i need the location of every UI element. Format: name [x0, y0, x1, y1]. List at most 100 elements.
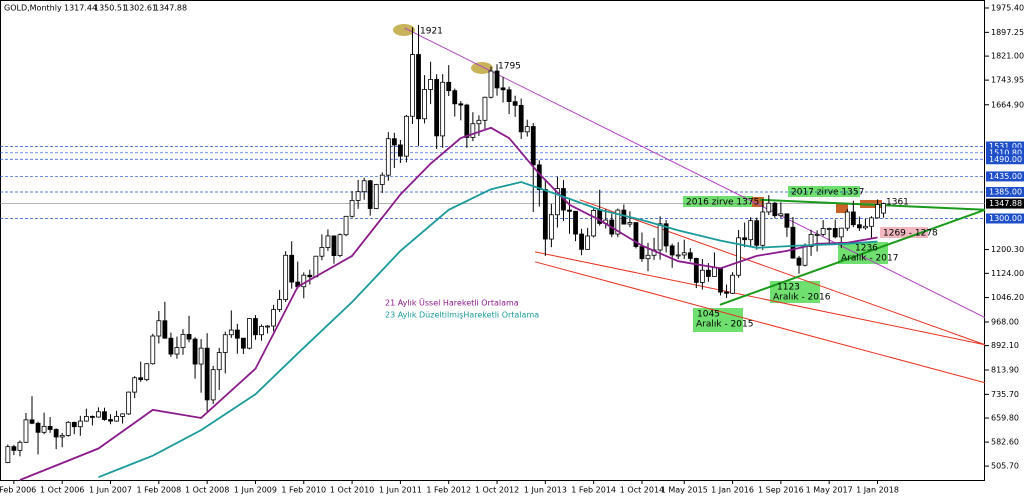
candle-body [730, 274, 735, 294]
candle-body [59, 435, 65, 438]
candle-body [718, 267, 723, 293]
x-tick-label: 1 Jan 2016 [711, 486, 754, 495]
candle-body [675, 254, 681, 257]
annotation: 1269 - 1278 [883, 229, 938, 239]
moving-average [98, 181, 878, 479]
candle-body [778, 213, 784, 217]
trendline [759, 198, 986, 211]
candle-body [657, 223, 663, 251]
trendline [404, 27, 986, 319]
candle-body [307, 274, 313, 278]
candle-body [440, 81, 446, 137]
candle-body [736, 237, 741, 276]
candle-body [144, 363, 150, 381]
candle-body [530, 126, 536, 166]
x-tick-label: 1 Jan 2018 [856, 486, 899, 495]
label-box [693, 308, 743, 332]
candle-body [301, 274, 307, 288]
candle-body [47, 425, 53, 430]
candle-body [428, 79, 433, 90]
level-label: 1347.88 [989, 199, 1022, 208]
candle-body [313, 255, 319, 278]
x-tick-label: 1 Feb 2008 [136, 486, 181, 495]
candle-body [198, 347, 204, 365]
candle-body [488, 70, 494, 98]
y-tick-label: 735.70 [991, 390, 1019, 399]
x-tick-label: 1 Jun 2011 [379, 486, 422, 495]
candle-body [567, 209, 572, 212]
candle-body [500, 87, 506, 91]
candle-body [476, 119, 482, 125]
candle-body [192, 338, 198, 365]
level-label: 1490.00 [989, 155, 1022, 164]
annotation: 1795 [498, 62, 521, 72]
candle-body [259, 325, 264, 336]
candle-body [404, 115, 409, 157]
ohlc-close: 1347.88 [154, 4, 187, 13]
x-tick-label: 1 Oct 2012 [475, 486, 519, 495]
y-tick-label: 813.90 [991, 366, 1019, 375]
level-label: 1531.00 [989, 142, 1022, 151]
annotation: 2016 zirve 1375 [686, 198, 759, 208]
candle-body [186, 334, 192, 340]
trendline [579, 199, 986, 346]
annotation: Aralık - 2017 [841, 254, 898, 264]
y-tick-label: 505.70 [991, 462, 1019, 471]
candle-body [204, 347, 210, 401]
candle-body [114, 416, 119, 422]
legend-entry: 21 Aylık Üssel Hareketli Ortalama [385, 298, 519, 308]
candle-body [706, 269, 711, 277]
trendline [534, 261, 986, 384]
candle-body [790, 226, 796, 259]
candle-body [458, 103, 464, 106]
level-box [986, 171, 1024, 182]
candle-body [699, 269, 705, 283]
candle-body [150, 335, 156, 365]
candle-body [881, 203, 886, 214]
candle-body [863, 225, 868, 229]
level-label: 1385.00 [989, 188, 1022, 197]
x-tick-label: 1 Oct 2008 [185, 486, 229, 495]
ohlc-low: 1302.61 [124, 4, 157, 13]
candle-body [361, 180, 367, 193]
candle-body [772, 202, 778, 217]
label-box [770, 281, 820, 303]
candle-body [850, 211, 856, 226]
level-box [986, 147, 1024, 158]
annotation: 1361 [886, 198, 909, 208]
symbol: GOLD,Monthly [4, 4, 62, 13]
level-label: 1510.80 [989, 148, 1022, 157]
candle-body [398, 144, 403, 157]
candle-body [168, 337, 174, 355]
x-tick-label: 1 Feb 2010 [281, 486, 326, 495]
candle-body [174, 347, 180, 355]
candle-body [77, 420, 83, 428]
candle-body [808, 233, 814, 247]
candle-body [446, 81, 452, 92]
y-tick-label: 968.00 [991, 317, 1019, 326]
candle-body [337, 234, 343, 256]
y-tick-label: 1124.00 [991, 269, 1024, 278]
label-box [880, 227, 928, 238]
candle-body [506, 89, 512, 103]
annotation: 2017 zirve 1357 [791, 188, 864, 198]
candle-body [615, 209, 621, 235]
annotation: Aralık - 2016 [773, 293, 831, 303]
candle-body [180, 334, 186, 348]
annotation: 1236 [855, 244, 878, 254]
candle-body [536, 164, 542, 190]
candle-body [367, 180, 373, 209]
candle-body [253, 318, 258, 336]
candle-body [766, 202, 772, 213]
annotation: 1045 [697, 310, 720, 320]
legend-entry: 23 Aylık DüzeltilmişHareketli Ortalama [385, 311, 539, 320]
candle-body [669, 245, 675, 256]
candle-body [17, 441, 23, 451]
annotation: Aralık - 2015 [696, 320, 753, 330]
candle-body [573, 210, 578, 235]
candle-body [35, 422, 41, 433]
candle-body [247, 318, 252, 349]
y-tick-label: 1664.90 [991, 100, 1024, 109]
candle-body [319, 247, 325, 257]
candle-body [108, 419, 113, 422]
